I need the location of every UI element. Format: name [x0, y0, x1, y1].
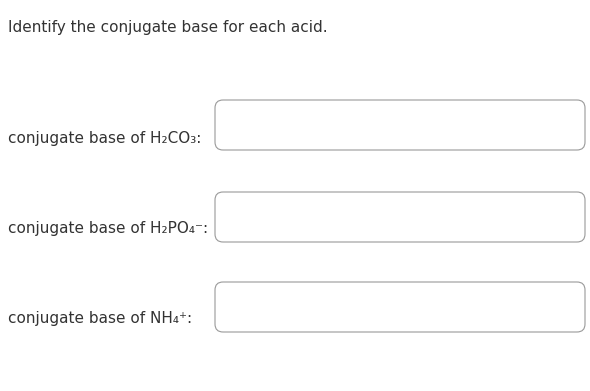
Text: conjugate base of H₂PO₄⁻:: conjugate base of H₂PO₄⁻: [8, 221, 208, 235]
Text: conjugate base of NH₄⁺:: conjugate base of NH₄⁺: [8, 310, 192, 325]
Text: Identify the conjugate base for each acid.: Identify the conjugate base for each aci… [8, 20, 327, 35]
FancyBboxPatch shape [215, 100, 585, 150]
FancyBboxPatch shape [215, 282, 585, 332]
Text: conjugate base of H₂CO₃:: conjugate base of H₂CO₃: [8, 131, 201, 145]
FancyBboxPatch shape [215, 192, 585, 242]
